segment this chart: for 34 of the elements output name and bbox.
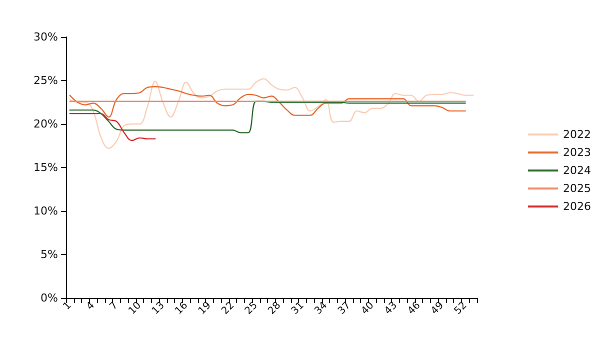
x-tick-label: 46 xyxy=(406,300,423,317)
x-tick-label: 40 xyxy=(359,300,376,317)
y-tick-label: 15% xyxy=(34,161,58,174)
x-tick-label: 37 xyxy=(336,300,353,317)
y-tick-label: 5% xyxy=(40,248,58,261)
x-tick-label: 7 xyxy=(108,300,120,312)
line-series xyxy=(69,112,156,142)
legend-label: 2024 xyxy=(563,164,592,177)
x-tick-label: 4 xyxy=(84,300,98,312)
y-tick-label: 10% xyxy=(34,204,58,218)
x-tick-label: 1 xyxy=(61,300,74,312)
y-tick-label: 25% xyxy=(34,74,58,87)
legend-label: 2023 xyxy=(563,146,592,159)
legend-label: 2022 xyxy=(563,128,592,141)
x-tick-label: 19 xyxy=(196,300,214,317)
line-series xyxy=(69,78,474,149)
y-tick-label: 20% xyxy=(34,118,58,130)
legend-label: 2025 xyxy=(563,182,592,195)
line-series xyxy=(69,86,466,118)
x-tick-label: 25 xyxy=(243,300,260,317)
x-tick-label: 52 xyxy=(452,300,470,317)
x-tick-label: 22 xyxy=(220,300,237,317)
y-tick-label: 30% xyxy=(34,30,58,44)
x-tick-label: 43 xyxy=(382,300,400,317)
x-tick-label: 34 xyxy=(312,300,330,317)
x-tick-label: 31 xyxy=(290,300,306,317)
legend-label: 2026 xyxy=(563,200,592,213)
x-tick-label: 28 xyxy=(266,300,284,317)
x-tick-label: 13 xyxy=(150,300,167,317)
y-tick-label: 0% xyxy=(40,292,58,304)
x-tick-label: 16 xyxy=(173,300,190,317)
x-tick-label: 49 xyxy=(429,300,446,317)
x-tick-label: 10 xyxy=(126,300,144,317)
line-series xyxy=(69,100,466,134)
